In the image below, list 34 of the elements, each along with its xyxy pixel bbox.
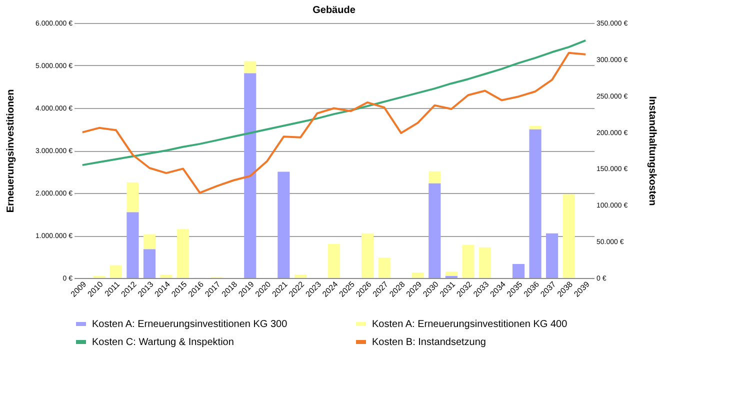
legend-label: Kosten B: Instandsetzung bbox=[372, 337, 486, 348]
bar bbox=[126, 182, 139, 212]
y2-axis-title: Instandhaltungskosten bbox=[646, 96, 658, 206]
bar bbox=[529, 129, 542, 278]
bar bbox=[126, 212, 139, 278]
bar bbox=[143, 249, 156, 278]
bar bbox=[244, 73, 256, 278]
bar bbox=[143, 234, 156, 250]
bar bbox=[160, 274, 172, 278]
bar bbox=[428, 183, 441, 278]
bar bbox=[362, 233, 374, 278]
bar bbox=[176, 229, 190, 278]
legend-label: Kosten C: Wartung & Inspektion bbox=[92, 337, 234, 348]
chart-title: Gebäude bbox=[312, 5, 356, 16]
bar bbox=[478, 247, 492, 278]
bar bbox=[529, 126, 542, 130]
bar bbox=[546, 233, 558, 278]
y-axis-title: Erneuerungsinvestitionen bbox=[6, 89, 17, 213]
bar bbox=[462, 244, 474, 278]
bar bbox=[328, 244, 340, 278]
bar bbox=[412, 272, 424, 278]
bar bbox=[278, 172, 290, 278]
bar bbox=[378, 258, 390, 278]
bar bbox=[562, 194, 575, 278]
bar bbox=[244, 61, 256, 74]
bar bbox=[445, 272, 458, 276]
bar bbox=[294, 274, 306, 278]
bar bbox=[110, 265, 122, 278]
legend-label: Kosten A: Erneuerungsinvestitionen KG 300 bbox=[92, 319, 288, 330]
line-series bbox=[81, 52, 587, 194]
bar bbox=[512, 264, 525, 278]
bar bbox=[428, 171, 441, 184]
line-series bbox=[81, 39, 587, 166]
legend-label: Kosten A: Erneuerungsinvestitionen KG 400 bbox=[372, 319, 568, 330]
